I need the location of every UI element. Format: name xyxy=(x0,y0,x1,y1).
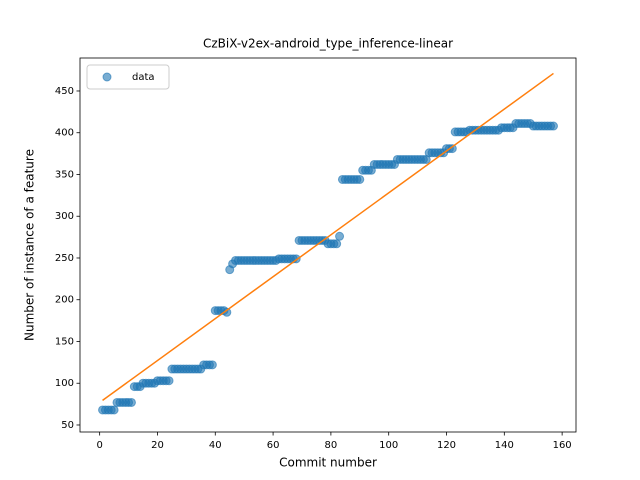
y-tick-label: 100 xyxy=(55,378,74,389)
chart-title: CzBiX-v2ex-android_type_inference-linear xyxy=(203,37,453,51)
x-tick-label: 80 xyxy=(325,440,338,451)
data-point xyxy=(332,239,342,249)
x-tick-label: 0 xyxy=(96,440,102,451)
data-point xyxy=(109,405,119,415)
x-tick-label: 100 xyxy=(379,440,398,451)
legend-box xyxy=(86,64,170,90)
data-point xyxy=(335,231,345,241)
data-point xyxy=(164,376,174,386)
data-point xyxy=(447,144,457,154)
legend-label: data xyxy=(132,72,155,83)
data-point xyxy=(548,121,558,131)
axes-frame xyxy=(79,57,577,433)
y-tick-label: 400 xyxy=(55,128,74,139)
plot-area xyxy=(98,72,558,415)
x-tick-label: 20 xyxy=(151,440,164,451)
y-tick-label: 50 xyxy=(61,420,74,431)
y-tick-label: 450 xyxy=(55,86,74,97)
x-tick-label: 160 xyxy=(553,440,572,451)
data-point xyxy=(355,174,365,184)
x-tick-label: 60 xyxy=(267,440,280,451)
data-point xyxy=(126,397,136,407)
y-axis-label: Number of instance of a feature xyxy=(23,149,37,341)
y-tick-label: 350 xyxy=(55,169,74,180)
y-tick-label: 200 xyxy=(55,295,74,306)
fit-line xyxy=(102,72,554,401)
y-tick-label: 150 xyxy=(55,336,74,347)
legend-marker xyxy=(102,72,112,82)
x-tick-label: 120 xyxy=(437,440,456,451)
y-tick-label: 300 xyxy=(55,211,74,222)
x-axis-label: Commit number xyxy=(279,456,377,470)
y-tick-label: 250 xyxy=(55,253,74,264)
data-point xyxy=(207,360,217,370)
x-tick-label: 140 xyxy=(495,440,514,451)
x-tick-label: 40 xyxy=(209,440,222,451)
